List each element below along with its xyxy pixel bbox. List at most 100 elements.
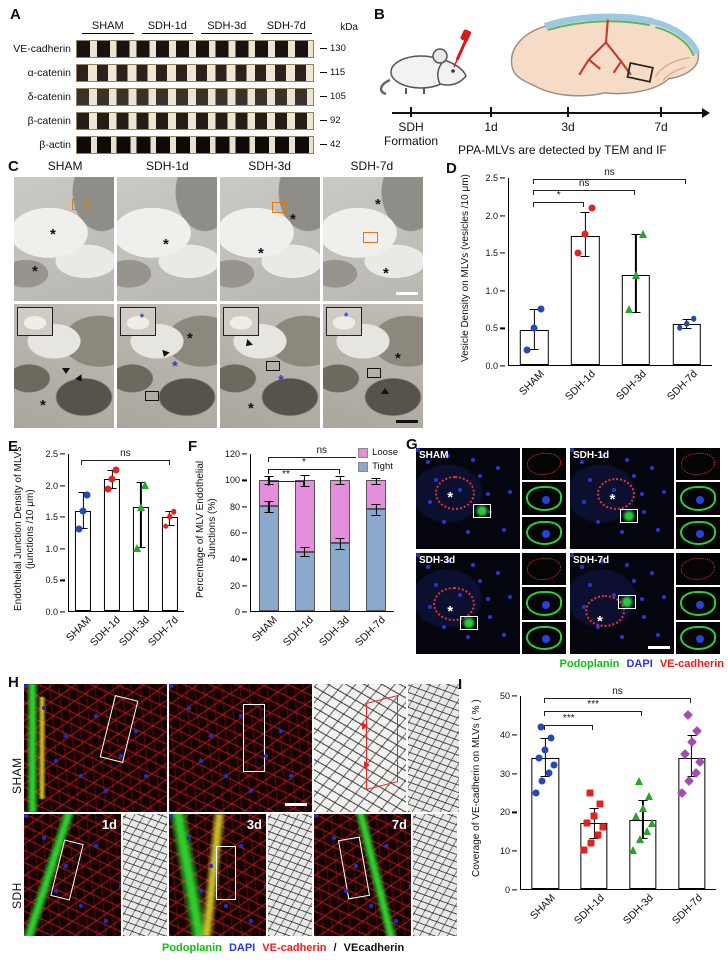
data-point: [638, 803, 647, 812]
ve-cadherin-ring: [584, 595, 625, 628]
y-tick: 80: [229, 501, 240, 512]
error-bar: [371, 503, 381, 516]
if-image: SHAM *: [416, 448, 520, 549]
inset-ve-cadherin: [522, 553, 566, 586]
y-tick: 30: [499, 768, 510, 779]
kda-value: 42: [330, 139, 341, 150]
panel-experiment-schematic: B SDH Formation 1d 3d: [362, 6, 724, 158]
y-tick: 2.0: [45, 480, 58, 491]
blot-strip-beta-actin: [76, 135, 314, 154]
significance-label: ns: [316, 445, 328, 457]
tem-grid: * * * * * * * *: [14, 177, 423, 428]
roi-box-orange: [363, 231, 378, 243]
legend-row-tight: Tight: [358, 461, 398, 472]
data-point: [634, 776, 643, 785]
lumen-asterisk: *: [395, 350, 401, 368]
if-cell-sham: SHAM *: [416, 448, 566, 549]
panel-d-label: D: [446, 160, 457, 177]
scale-bar: [648, 646, 670, 649]
mean-bar: [104, 479, 121, 611]
lumen-asterisk: *: [258, 245, 264, 263]
x-label-text: SDH-7d: [669, 892, 705, 927]
data-point: [162, 523, 169, 529]
kda-unit-label: kDa: [340, 22, 358, 33]
chart-slot-sdh7d: [358, 454, 394, 611]
blot-strip-beta-catenin: [76, 111, 314, 130]
sdh-row: 1d 3d 7d: [24, 814, 460, 936]
y-tick: 0: [234, 607, 240, 617]
blot-row: β-catenin 92: [8, 110, 360, 131]
timeline-label-7d: 7d: [654, 120, 668, 134]
segment-loose: [294, 480, 315, 553]
inset-podoplanin: [676, 482, 720, 515]
x-label-text: SDH-1d: [563, 368, 599, 403]
junction-arrowhead: [243, 339, 253, 350]
scale-bar: [396, 420, 418, 423]
chart-f-xlabels: SHAM SDH-1d SDH-3d SDH-7d: [250, 612, 394, 658]
group-header: SDH-3d: [248, 159, 291, 173]
chart-f-plot: ** * ns: [250, 445, 394, 612]
error-bar: [540, 738, 550, 778]
data-point: [538, 777, 546, 785]
x-label: SHAM: [520, 890, 569, 936]
x-label: SDH-1d: [569, 890, 618, 936]
roi-box-white: [99, 694, 139, 763]
chart-slot-sdh3d: [127, 454, 156, 611]
grayscale-zoom-strip: [413, 814, 457, 936]
y-tick: 0.5: [45, 575, 58, 586]
if-cell-sdh1d: SDH-1d *: [570, 448, 720, 549]
data-point: [586, 789, 594, 796]
kda-tick: [320, 119, 327, 122]
x-label: SDH-7d: [146, 612, 184, 658]
error-bar: [529, 308, 539, 351]
panel-i-label: I: [458, 676, 463, 693]
tem-image-sdh3d-high: * *: [220, 304, 320, 428]
panel-g-label: G: [406, 436, 418, 453]
data-point: [166, 514, 173, 520]
data-point: [523, 346, 531, 354]
y-tick: 2.5: [485, 173, 498, 183]
error-bar: [335, 476, 345, 486]
vesicle-asterisk-blue: *: [278, 372, 284, 390]
roi-box-white: [459, 615, 478, 630]
roi-box-orange: [191, 183, 206, 195]
significance-bracket: *: [533, 190, 585, 208]
data-point: [683, 321, 690, 327]
lumen-asterisk: *: [290, 210, 296, 228]
if-image-sham-ve-cadherin: [169, 684, 312, 812]
y-tick: 60: [229, 528, 240, 538]
roi-box-white: [617, 595, 636, 610]
blot-row: δ-catenin 105: [8, 86, 360, 107]
blot-row: β-actin 42: [8, 134, 360, 155]
y-tick: 1.5: [45, 512, 58, 523]
tem-image-sdh3d-low: * *: [220, 177, 320, 301]
y-tick: 0.0: [45, 607, 58, 617]
tem-inset: [223, 307, 259, 336]
chart-slot-sdh3d: [619, 696, 668, 889]
data-point: [535, 754, 543, 762]
if-insets: [522, 553, 566, 654]
protein-label: δ-catenin: [27, 90, 71, 103]
chart-e-slots: [69, 454, 184, 611]
lumen-asterisk: *: [447, 602, 454, 620]
scale-bar: [285, 803, 307, 806]
error-bar: [371, 477, 381, 486]
mean-bar: [570, 235, 600, 365]
tem-image-sdh7d-high: * *: [323, 304, 423, 428]
data-point: [624, 304, 633, 313]
grayscale-zoom-strip: [408, 684, 459, 812]
timeline-tick: [660, 107, 662, 117]
chart-slot-sdh1d: [98, 454, 127, 611]
data-point: [631, 271, 640, 280]
inset-ve-cadherin: [676, 448, 720, 481]
significance-label: *: [301, 456, 306, 468]
panel-b-label: B: [374, 6, 385, 23]
data-point: [574, 249, 582, 257]
inset-podoplanin: [676, 587, 720, 620]
roi-box-white: [473, 503, 492, 518]
chart-slot-sdh1d: [570, 696, 619, 889]
significance-label: ***: [587, 699, 599, 711]
data-point: [647, 819, 656, 828]
protein-label: VE-cadherin: [13, 42, 71, 55]
error-bar: [682, 318, 692, 330]
